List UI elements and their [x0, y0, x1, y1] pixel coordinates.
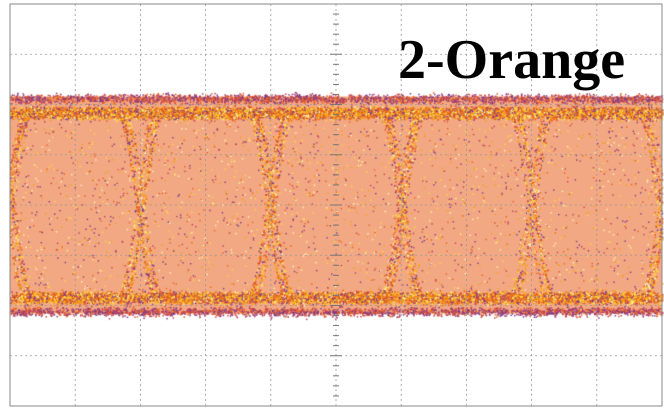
chart-title: 2-Orange — [398, 29, 626, 91]
plot-frame — [9, 3, 663, 407]
